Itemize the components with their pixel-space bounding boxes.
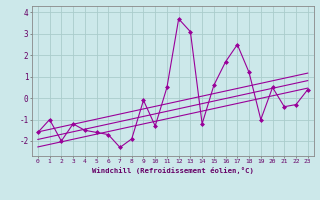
X-axis label: Windchill (Refroidissement éolien,°C): Windchill (Refroidissement éolien,°C) bbox=[92, 167, 254, 174]
